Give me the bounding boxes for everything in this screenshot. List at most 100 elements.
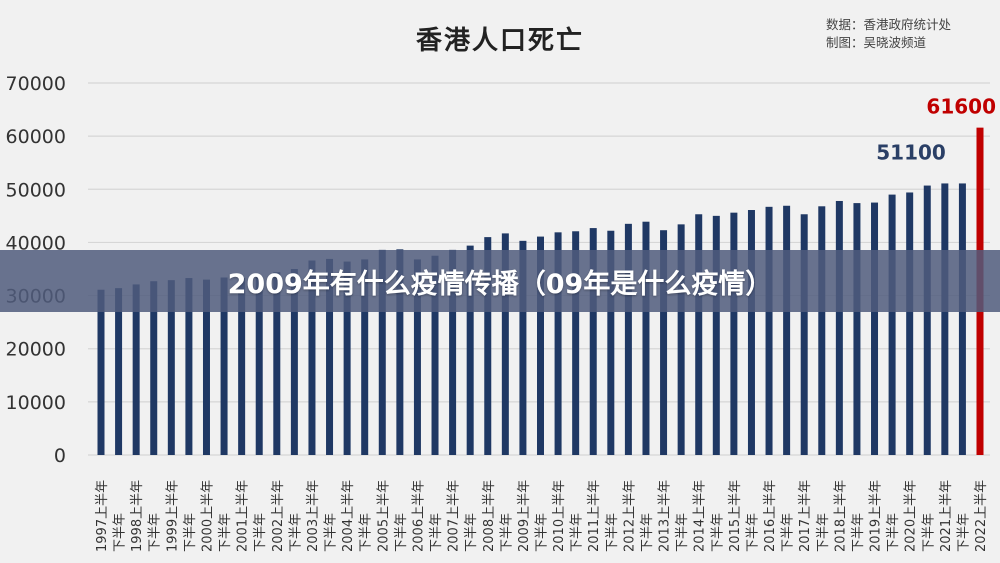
x-tick-label: 2010上半年 <box>552 480 567 552</box>
bar <box>413 259 421 455</box>
x-tick-label: 下半年 <box>324 513 339 552</box>
bar <box>431 255 439 455</box>
y-tick-label: 40000 <box>6 232 66 254</box>
data-label: 61600 <box>926 95 996 119</box>
bar <box>290 269 298 455</box>
x-tick-label: 下半年 <box>605 513 620 552</box>
bar <box>695 214 703 455</box>
x-tick-label: 2006上半年 <box>411 480 426 552</box>
bar <box>449 249 457 455</box>
x-tick-label: 2008上半年 <box>482 480 497 552</box>
x-tick-label: 下半年 <box>218 513 233 552</box>
x-tick-label: 下半年 <box>148 513 163 552</box>
x-tick-label: 2009上半年 <box>517 480 532 552</box>
source-author-line: 制图：吴晓波频道 <box>826 35 927 50</box>
x-tick-label: 2016上半年 <box>763 480 778 552</box>
bar <box>132 284 140 455</box>
bar <box>660 230 668 455</box>
chart-title: 香港人口死亡 <box>415 26 584 56</box>
bar <box>712 215 720 455</box>
x-tick-label: 下半年 <box>535 513 550 552</box>
bar <box>765 206 773 455</box>
x-tick-label: 2015上半年 <box>728 480 743 552</box>
bar <box>484 237 492 455</box>
bar <box>273 272 281 455</box>
x-tick-label: 2017上半年 <box>798 480 813 552</box>
x-tick-label: 2005上半年 <box>376 480 391 552</box>
x-tick-label: 2000上半年 <box>200 480 215 552</box>
bar <box>519 240 527 455</box>
x-tick-label: 2004上半年 <box>341 480 356 552</box>
x-tick-label: 2003上半年 <box>306 480 321 552</box>
bar <box>642 221 650 455</box>
x-tick-label: 下半年 <box>570 513 585 552</box>
source-data-line: 数据：香港政府统计处 <box>826 17 952 32</box>
x-tick-label: 下半年 <box>499 513 514 552</box>
bar <box>677 224 685 455</box>
x-tick-label: 下半年 <box>675 513 690 552</box>
x-tick-label: 下半年 <box>816 513 831 552</box>
bar <box>343 261 351 455</box>
x-tick-label: 2014上半年 <box>693 480 708 552</box>
bar <box>308 260 316 455</box>
bar <box>958 183 966 455</box>
bar <box>554 232 562 455</box>
x-tick-label: 下半年 <box>851 513 866 552</box>
headline-banner: 2009年有什么疫情传播（09年是什么疫情） <box>0 250 1000 312</box>
bar <box>624 223 632 455</box>
x-tick-label: 2020上半年 <box>904 480 919 552</box>
bar <box>220 277 228 455</box>
bar <box>589 228 597 455</box>
headline-text: 2009年有什么疫情传播（09年是什么疫情） <box>227 268 773 300</box>
bar <box>115 288 123 455</box>
bar <box>326 258 334 455</box>
x-tick-label: 下半年 <box>710 513 725 552</box>
x-tick-label: 下半年 <box>429 513 444 552</box>
x-tick-label: 下半年 <box>464 513 479 552</box>
x-tick-label: 2013上半年 <box>658 480 673 552</box>
x-tick-label: 1997上半年 <box>95 480 110 552</box>
x-tick-label: 下半年 <box>640 513 655 552</box>
bar <box>783 205 791 455</box>
bar <box>871 202 879 455</box>
bar <box>607 230 615 455</box>
x-tick-label: 下半年 <box>886 513 901 552</box>
bar <box>835 200 843 455</box>
y-tick-label: 0 <box>54 445 66 467</box>
bar <box>466 245 474 455</box>
bar <box>97 289 105 455</box>
x-tick-label: 2007上半年 <box>447 480 462 552</box>
x-tick-label: 2022上半年 <box>974 480 989 552</box>
bar <box>396 249 404 455</box>
data-label: 51100 <box>876 140 946 164</box>
y-tick-label: 20000 <box>6 339 66 361</box>
x-tick-label: 下半年 <box>921 513 936 552</box>
x-tick-label: 2001上半年 <box>236 480 251 552</box>
bar <box>818 206 826 455</box>
chart-source: 数据：香港政府统计处 制图：吴晓波频道 <box>826 16 951 52</box>
x-tick-label: 下半年 <box>781 513 796 552</box>
x-tick-label: 下半年 <box>956 513 971 552</box>
x-tick-label: 下半年 <box>288 513 303 552</box>
x-tick-label: 下半年 <box>183 513 198 552</box>
y-tick-label: 50000 <box>6 179 66 201</box>
x-tick-label: 下半年 <box>359 513 374 552</box>
bar <box>255 276 263 455</box>
x-tick-label: 2012上半年 <box>622 480 637 552</box>
bar <box>923 185 931 455</box>
bar <box>941 183 949 455</box>
bar <box>185 278 193 455</box>
x-tick-label: 1999上半年 <box>165 480 180 552</box>
bar <box>906 192 914 455</box>
bar <box>572 231 580 455</box>
x-tick-label: 下半年 <box>113 513 128 552</box>
x-tick-label: 2021上半年 <box>939 480 954 552</box>
bar <box>238 278 246 455</box>
x-tick-label: 下半年 <box>745 513 760 552</box>
bar <box>747 210 755 455</box>
x-tick-label: 下半年 <box>253 513 268 552</box>
y-tick-label: 60000 <box>6 126 66 148</box>
bar <box>150 281 158 455</box>
bar <box>501 233 509 455</box>
